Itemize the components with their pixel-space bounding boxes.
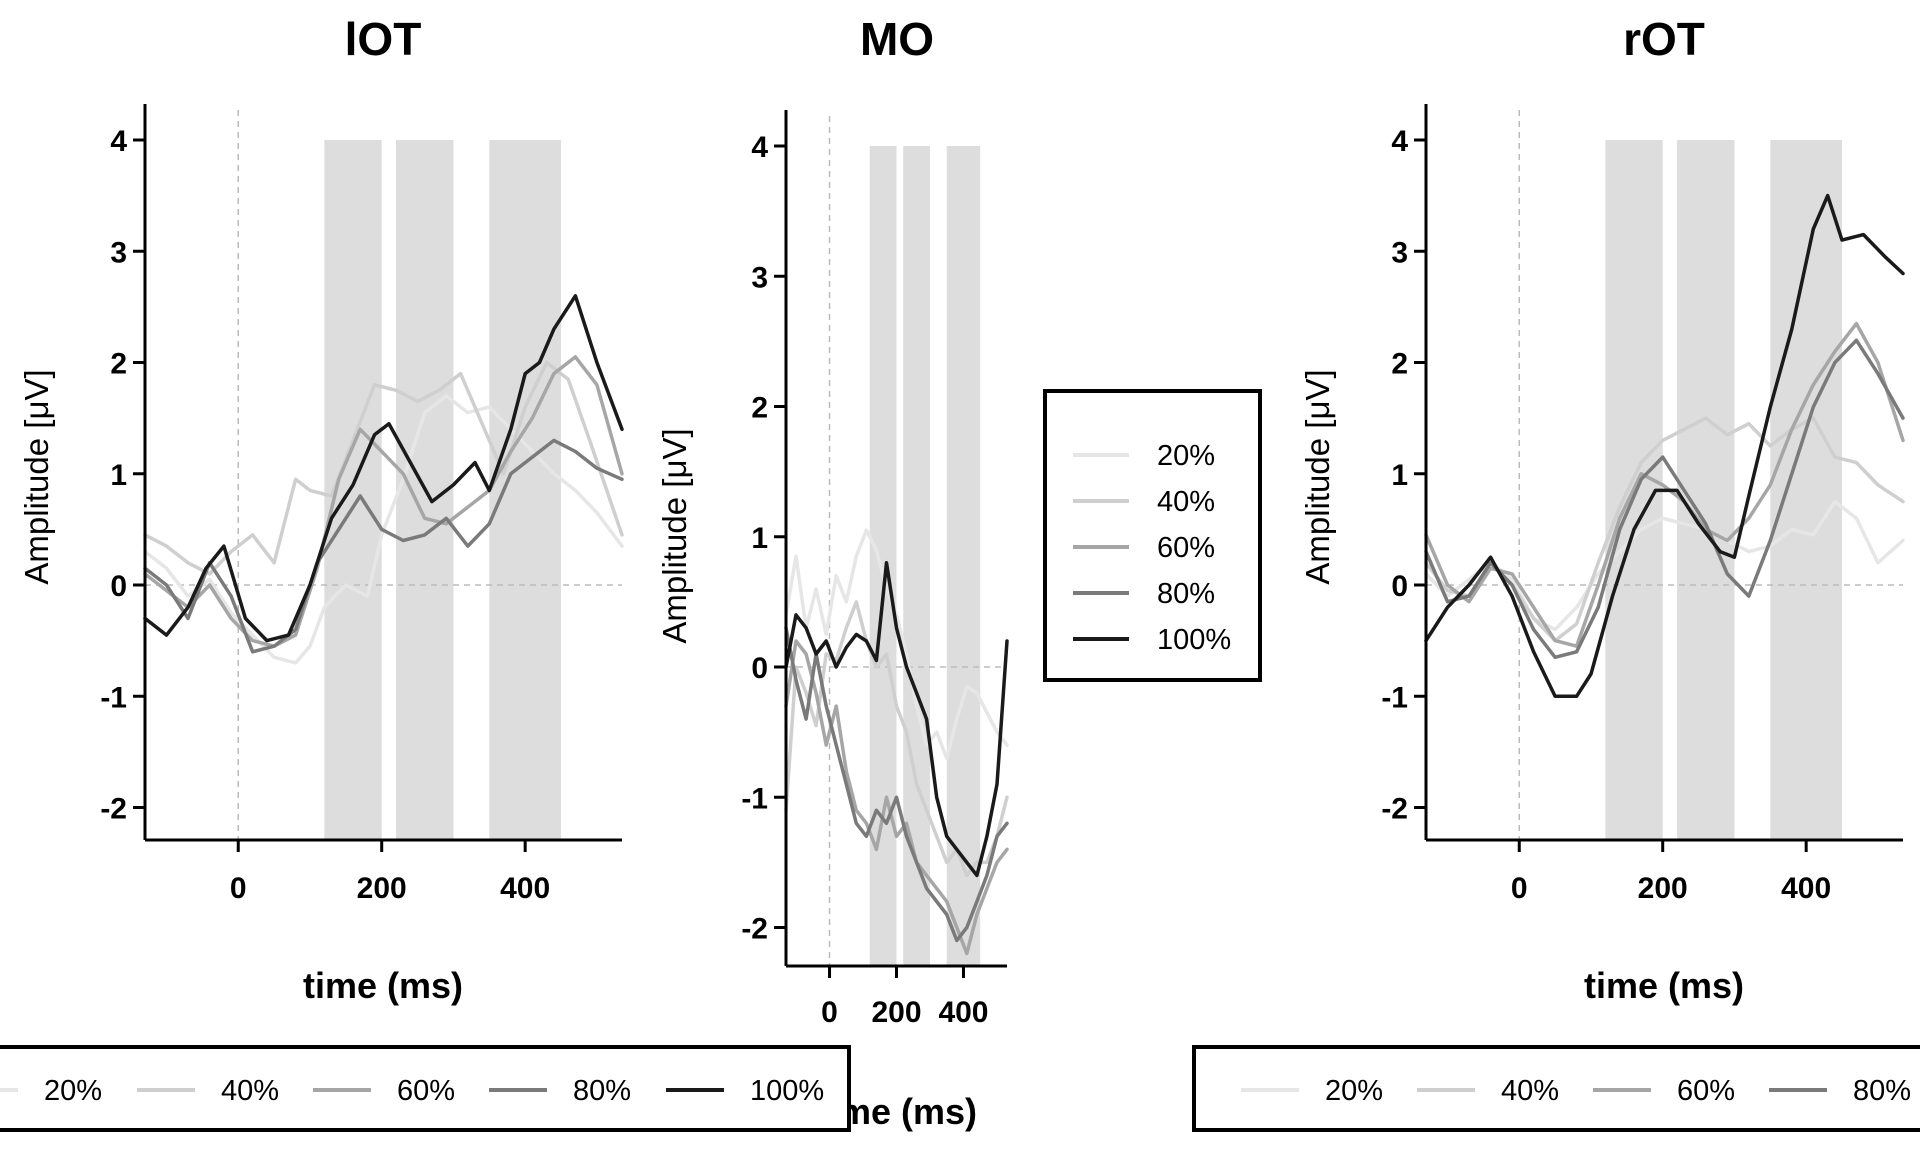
y-tick-label: 0 <box>1391 570 1408 603</box>
series-line-40pct <box>143 360 624 576</box>
y-tick-label: 3 <box>110 236 127 269</box>
y-tick-label: -2 <box>100 793 127 826</box>
y-tick-label: 2 <box>751 392 768 425</box>
legend-label: 60% <box>1677 1075 1735 1107</box>
y-tick-label: 2 <box>110 348 127 381</box>
y-tick-label: 3 <box>751 261 768 294</box>
x-tick-label: 400 <box>500 872 550 905</box>
x-tick-label: 0 <box>1511 872 1528 905</box>
x-tick-label: 0 <box>230 872 247 905</box>
panel-title: MO <box>860 13 934 65</box>
shaded-window-1 <box>869 146 897 966</box>
y-tick-label: 2 <box>1391 348 1408 381</box>
y-tick-label: -2 <box>1381 793 1408 826</box>
legend-label: 100% <box>750 1075 824 1107</box>
y-tick-label: 1 <box>110 459 127 492</box>
y-axis-label: Amplitude [μV] <box>1299 369 1336 584</box>
y-tick-label: -1 <box>1381 681 1408 714</box>
y-tick-label: 1 <box>1391 459 1408 492</box>
series-line-100pct <box>143 294 624 643</box>
x-tick-label: 400 <box>1781 872 1831 905</box>
legend-bottom-left: 20% 40% 60% 80% 100% <box>0 1045 851 1132</box>
series-line-80pct <box>1424 338 1905 660</box>
series-line-20pct <box>784 528 1009 760</box>
x-tick-label: 400 <box>938 996 988 1029</box>
shaded-window-3 <box>1770 140 1843 840</box>
y-tick-label: 0 <box>110 570 127 603</box>
series-line-80pct <box>143 438 624 654</box>
series-line-100pct <box>1424 193 1905 699</box>
legend-label: 40% <box>221 1075 279 1107</box>
shaded-window-2 <box>1677 140 1735 840</box>
series-line-40pct <box>784 600 1009 878</box>
x-tick-label: 0 <box>821 996 838 1029</box>
legend-label: 20% <box>1325 1075 1383 1107</box>
legend-label: 40% <box>1157 486 1215 518</box>
legend-label: 40% <box>1501 1075 1559 1107</box>
x-tick-label: 200 <box>357 872 407 905</box>
legend-label: 20% <box>44 1075 102 1107</box>
x-axis-label: time (ms) <box>1584 965 1744 1006</box>
y-tick-label: 0 <box>751 652 768 685</box>
series-line-60pct <box>1424 321 1905 648</box>
legend-label: 80% <box>573 1075 631 1107</box>
legend-label: 20% <box>1157 440 1215 472</box>
y-tick-label: 4 <box>110 125 127 158</box>
y-tick-label: 4 <box>751 131 768 164</box>
shaded-window-3 <box>946 146 981 966</box>
shaded-window-2 <box>903 146 930 966</box>
legend-label: 80% <box>1853 1075 1911 1107</box>
legend-label: 60% <box>1157 532 1215 564</box>
series-line-20pct <box>1424 499 1905 632</box>
y-tick-label: 4 <box>1391 125 1408 158</box>
legend-label: 80% <box>1157 578 1215 610</box>
panel-lot: -2 -1 0 1 2 3 4 0 200 400 lOT Amplitude [μV] time (m… <box>18 13 624 1006</box>
series-line-60pct <box>143 355 624 648</box>
series-line-80pct <box>784 626 1009 943</box>
y-axis-label: Amplitude [μV] <box>656 428 693 643</box>
series-line-60pct <box>784 639 1009 956</box>
y-axis-label: Amplitude [μV] <box>18 369 55 584</box>
shaded-window-3 <box>489 140 562 840</box>
legend-label: 60% <box>397 1075 455 1107</box>
series-line-100pct <box>784 561 1009 878</box>
legend-bottom-right: 20% 40% 60% 80% <box>1192 1045 1920 1132</box>
panel-title: lOT <box>345 13 422 65</box>
x-tick-label: 200 <box>871 996 921 1029</box>
panel-title: rOT <box>1623 13 1705 65</box>
y-tick-label: -1 <box>100 681 127 714</box>
y-tick-label: 1 <box>751 522 768 555</box>
y-tick-label: -2 <box>741 913 768 946</box>
legend-label: 100% <box>1157 624 1231 656</box>
y-tick-label: 3 <box>1391 236 1408 269</box>
legend-vertical: 20% 40% 60% 80% 100% <box>1043 389 1262 682</box>
legend-box <box>1043 389 1262 682</box>
x-tick-label: 200 <box>1638 872 1688 905</box>
y-tick-label: -1 <box>741 782 768 815</box>
panel-rot: -2 -1 0 1 2 3 4 0 200 400 rOT Amplitude [μV] time (m… <box>1299 13 1905 1006</box>
x-axis-label: time (ms) <box>303 965 463 1006</box>
